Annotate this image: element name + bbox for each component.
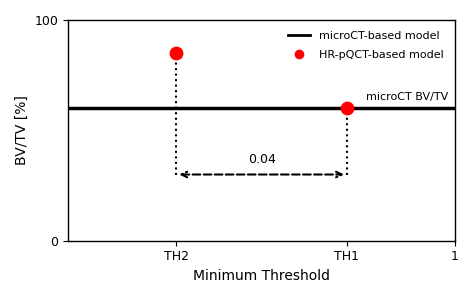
Text: microCT BV/TV: microCT BV/TV bbox=[366, 92, 448, 102]
X-axis label: Minimum Threshold: Minimum Threshold bbox=[193, 269, 330, 283]
Y-axis label: BV/TV [%]: BV/TV [%] bbox=[15, 95, 29, 165]
Point bbox=[343, 106, 350, 111]
Legend: microCT-based model, HR-pQCT-based model: microCT-based model, HR-pQCT-based model bbox=[283, 26, 449, 66]
Text: 0.04: 0.04 bbox=[248, 153, 275, 166]
Point bbox=[173, 51, 180, 55]
